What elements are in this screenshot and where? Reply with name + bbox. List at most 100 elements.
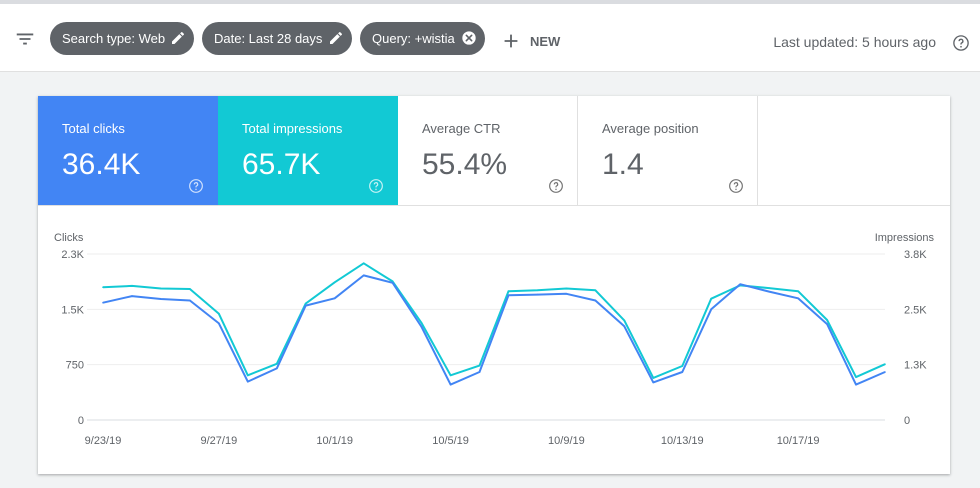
help-icon[interactable] [188,178,204,194]
metrics-divider [38,205,950,206]
data-point-impressions [333,281,336,284]
data-point-clicks [710,308,713,311]
data-point-clicks [189,299,191,302]
help-icon[interactable] [548,178,564,194]
data-point-impressions [768,287,770,289]
x-axis-tick-label: 10/5/19 [432,435,469,447]
data-point-clicks [797,297,799,300]
left-axis-tick-label: 0 [78,415,84,427]
left-axis-tick-label: 2.3K [61,249,84,261]
chip-label: Search type: Web [62,31,166,46]
data-point-clicks [218,322,220,325]
data-point-impressions [218,312,220,315]
chip-search-type[interactable]: Search type: Web [50,22,194,55]
right-axis-title: Impressions [875,232,935,244]
right-axis-tick-label: 3.8K [904,249,927,261]
data-point-impressions [275,362,278,365]
chart-gridlines [87,253,885,421]
data-point-clicks [131,295,133,297]
data-point-impressions [160,287,162,290]
data-point-clicks [478,371,481,373]
data-point-impressions [189,288,191,290]
data-point-clicks [420,326,423,328]
data-point-impressions [623,319,626,322]
help-icon[interactable] [952,34,970,52]
x-axis-tick-label: 10/17/19 [777,435,820,447]
data-point-clicks [362,274,365,277]
data-point-clicks [507,294,510,297]
chip-label: Query: +wistia [372,31,455,46]
metric-total-clicks[interactable]: Total clicks 36.4K [38,96,218,206]
right-axis-tick-label: 2.5K [904,304,927,316]
metric-average-ctr[interactable]: Average CTR 55.4% [398,96,578,206]
data-point-impressions [449,374,452,377]
x-axis-tick-label: 10/1/19 [316,435,353,447]
data-point-impressions [478,364,481,367]
edit-icon[interactable] [170,30,186,46]
data-point-impressions [855,376,857,378]
data-point-clicks [768,290,770,293]
x-axis-tick-label: 9/23/19 [85,435,122,447]
data-point-impressions [884,363,886,366]
right-axis-tick-label: 0 [904,415,910,427]
metric-total-impressions[interactable]: Total impressions 65.7K [218,96,398,206]
left-axis-tick-label: 750 [66,360,84,372]
data-point-impressions [681,365,684,367]
data-point-impressions [565,287,568,290]
data-point-clicks [160,298,162,300]
data-point-impressions [102,286,104,288]
data-point-clicks [623,325,626,328]
data-point-clicks [304,304,307,307]
data-point-impressions [304,302,307,305]
data-point-clicks [102,301,104,304]
series-line-clicks [102,274,886,386]
data-point-clicks [884,371,886,373]
x-axis-tick-label: 10/13/19 [661,435,704,447]
metric-value: 1.4 [602,148,644,181]
data-point-clicks [536,293,539,296]
data-point-clicks [855,383,857,386]
x-axis-tick-label: 9/27/19 [201,435,238,447]
data-point-clicks [333,297,336,300]
data-point-impressions [507,290,510,292]
metric-label: Total impressions [242,121,343,136]
help-icon[interactable] [728,178,744,194]
new-filter-button[interactable]: NEW [500,28,560,54]
data-point-impressions [652,377,655,379]
data-point-impressions [536,289,539,292]
left-axis-tick-label: 1.5K [61,304,84,316]
chip-label: Date: Last 28 days [214,31,323,46]
close-circle-icon[interactable] [461,30,477,46]
filter-bar: Search type: Web Date: Last 28 days Quer… [0,0,980,72]
data-point-clicks [652,381,655,384]
data-point-clicks [449,383,452,386]
chip-date[interactable]: Date: Last 28 days [202,22,352,55]
data-point-clicks [247,380,249,383]
filter-list-icon[interactable] [14,28,36,50]
right-axis-tick-label: 1.3K [904,360,927,372]
edit-icon[interactable] [328,30,344,46]
data-point-clicks [826,323,828,325]
x-axis-tick-label: 10/9/19 [548,435,585,447]
data-point-impressions [710,297,713,300]
new-filter-label: NEW [530,33,561,49]
metric-average-position[interactable]: Average position 1.4 [578,96,758,206]
data-point-impressions [797,290,799,292]
last-updated-text: Last updated: 5 hours ago [773,34,936,50]
help-icon[interactable] [368,178,384,194]
chip-query[interactable]: Query: +wistia [360,22,485,55]
metric-label: Total clicks [62,121,125,136]
data-point-clicks [565,293,568,295]
performance-chart: Clicks Impressions 2.3K 1.5K 750 0 3.8K 2.5K 1… [54,232,935,447]
data-point-clicks [594,299,597,302]
data-point-clicks [275,367,278,370]
data-point-impressions [420,322,423,324]
metric-label: Average CTR [422,121,501,136]
data-point-impressions [131,285,133,287]
data-point-impressions [247,374,249,377]
metric-value: 55.4% [422,148,508,181]
data-point-impressions [594,289,597,292]
data-point-clicks [391,281,394,284]
performance-card: Total clicks 36.4K Total impressions 65.… [38,96,950,474]
